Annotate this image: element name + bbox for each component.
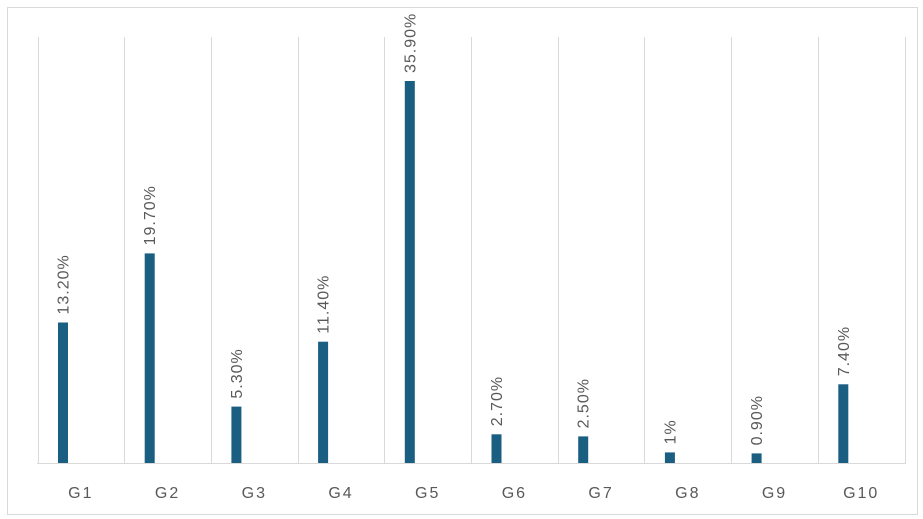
- data-label-g3: 5.30%: [229, 348, 246, 398]
- gridlines: [38, 37, 906, 464]
- data-labels: 13.20% 19.70% 5.30% 11.40% 35.90% 2.70% 2.50% 1…: [56, 13, 853, 446]
- chart-frame: [7, 7, 918, 515]
- category-label-g2: G2: [155, 485, 180, 502]
- data-label-g2: 19.70%: [142, 185, 159, 245]
- data-label-g6: 2.70%: [489, 376, 506, 426]
- category-label-g5: G5: [415, 485, 440, 502]
- bars: [58, 81, 849, 463]
- data-label-g4: 11.40%: [316, 275, 333, 334]
- data-label-g8: 1%: [662, 419, 679, 444]
- category-label-g6: G6: [502, 485, 527, 502]
- data-label-g7: 2.50%: [576, 378, 593, 428]
- bar-g5: [404, 81, 415, 463]
- category-label-g9: G9: [762, 485, 787, 502]
- bar-g8: [664, 452, 675, 463]
- category-label-g3: G3: [242, 485, 267, 502]
- data-label-g9: 0.90%: [749, 395, 766, 445]
- category-label-g10: G10: [843, 485, 879, 502]
- bar-g2: [144, 253, 155, 463]
- data-label-g5: 35.90%: [402, 13, 419, 73]
- data-label-g1: 13.20%: [56, 254, 73, 314]
- category-label-g1: G1: [68, 485, 93, 502]
- bar-g1: [58, 322, 68, 463]
- category-label-g7: G7: [588, 485, 613, 502]
- category-label-g4: G4: [328, 485, 353, 502]
- bar-g3: [231, 406, 242, 463]
- category-labels: G1 G2 G3 G4 G5 G6 G7 G8 G9 G10: [68, 485, 879, 502]
- category-label-g8: G8: [675, 485, 700, 502]
- bar-g7: [578, 436, 589, 463]
- bar-g9: [751, 453, 762, 463]
- bar-g6: [491, 434, 502, 463]
- bar-g10: [838, 384, 849, 463]
- data-label-g10: 7.40%: [836, 326, 853, 376]
- bar-g4: [318, 341, 329, 463]
